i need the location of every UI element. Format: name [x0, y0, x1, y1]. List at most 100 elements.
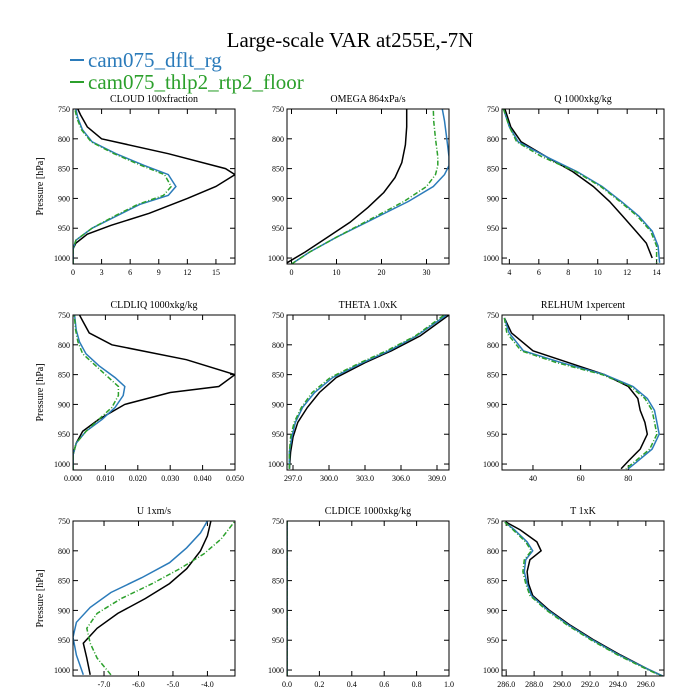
series-line-1 [73, 109, 177, 264]
y-tick-label: 950 [272, 430, 284, 439]
y-tick-label: 1000 [268, 666, 284, 675]
y-tick-label: 1000 [54, 666, 70, 675]
x-tick-label: 0.000 [64, 474, 82, 483]
y-tick-label: 1000 [483, 460, 499, 469]
series-line-1 [73, 315, 126, 470]
x-tick-label: 286.0 [497, 680, 515, 689]
x-tick-label: 12 [623, 268, 631, 277]
x-tick-label: 60 [577, 474, 585, 483]
x-tick-label: 1.0 [444, 680, 454, 689]
series-line-1 [503, 317, 660, 470]
x-tick-label: 0.4 [347, 680, 357, 689]
plot-frame [501, 108, 665, 265]
y-tick-label: 900 [487, 400, 499, 409]
x-tick-label: 297.0 [284, 474, 302, 483]
x-tick-label: 8 [566, 268, 570, 277]
series-line-0 [503, 317, 649, 470]
plot-frame [501, 314, 665, 471]
series-line-0 [73, 315, 235, 470]
x-tick-label: 30 [423, 268, 431, 277]
legend-swatch [70, 81, 84, 84]
y-tick-label: 900 [58, 194, 70, 203]
plot-frame [501, 520, 665, 677]
x-tick-label: 10 [594, 268, 602, 277]
panel-title: RELHUM 1xpercent [541, 300, 625, 311]
y-axis-label: Pressure [hPa] [35, 569, 46, 627]
y-tick-label: 750 [487, 105, 499, 114]
x-tick-label: 40 [529, 474, 537, 483]
panel-title: OMEGA 864xPa/s [330, 94, 405, 105]
y-tick-label: 800 [487, 547, 499, 556]
x-tick-label: 3 [100, 268, 104, 277]
y-tick-label: 750 [272, 105, 284, 114]
y-tick-label: 850 [58, 165, 70, 174]
x-tick-label: 303.0 [356, 474, 374, 483]
x-tick-label: 0.020 [129, 474, 147, 483]
x-tick-label: 12 [183, 268, 191, 277]
y-tick-label: 800 [272, 341, 284, 350]
x-tick-label: 15 [212, 268, 220, 277]
y-tick-label: 850 [272, 371, 284, 380]
y-tick-label: 900 [272, 194, 284, 203]
x-tick-label: 0.6 [379, 680, 389, 689]
y-tick-label: 850 [58, 371, 70, 380]
y-tick-label: 750 [487, 311, 499, 320]
y-tick-label: 950 [487, 430, 499, 439]
series-line-2 [73, 315, 120, 470]
y-tick-label: 950 [272, 224, 284, 233]
x-tick-label: 10 [333, 268, 341, 277]
chart-panel-6: U 1xm/s Pressure [hPa] 750 800 850 900 950 1000… [35, 506, 236, 689]
x-tick-label: 20 [378, 268, 386, 277]
legend-entry-floor: cam075_thlp2_rtp2_floor [70, 70, 304, 95]
series-line-2 [504, 521, 662, 676]
panel-title: T 1xK [570, 506, 596, 517]
series-line-1 [288, 315, 448, 469]
series-line-0 [82, 521, 212, 675]
legend-entry-dflt: cam075_dflt_rg [70, 48, 222, 73]
plot-frame [72, 314, 236, 471]
chart-panel-0: CLOUD 100xfraction Pressure [hPa] 750 800 85… [35, 94, 236, 277]
y-tick-label: 800 [487, 341, 499, 350]
y-tick-label: 950 [58, 224, 70, 233]
x-tick-label: 300.0 [320, 474, 338, 483]
x-tick-label: 292.0 [581, 680, 599, 689]
y-tick-label: 750 [487, 517, 499, 526]
series-line-0 [504, 109, 653, 259]
y-tick-label: 1000 [483, 666, 499, 675]
x-tick-label: 0 [290, 268, 294, 277]
plot-frame [72, 108, 236, 265]
series-line-0 [287, 109, 408, 264]
series-line-2 [502, 109, 658, 263]
y-tick-label: 850 [272, 165, 284, 174]
panel-title: CLDLIQ 1000xkg/kg [111, 300, 198, 311]
y-tick-label: 850 [487, 371, 499, 380]
chart-panel-3: CLDLIQ 1000xkg/kg Pressure [hPa] 750 800 850… [35, 300, 244, 483]
x-tick-label: 288.0 [525, 680, 543, 689]
series-line-0 [288, 315, 449, 469]
y-tick-label: 800 [272, 135, 284, 144]
panel-title: CLDICE 1000xkg/kg [325, 506, 411, 517]
y-tick-label: 750 [58, 517, 70, 526]
y-tick-label: 900 [487, 606, 499, 615]
x-tick-label: 0.010 [96, 474, 114, 483]
panel-title: U 1xm/s [137, 506, 171, 517]
panel-title: CLOUD 100xfraction [110, 94, 198, 105]
y-tick-label: 850 [272, 577, 284, 586]
y-tick-label: 750 [58, 311, 70, 320]
x-tick-label: 290.0 [553, 680, 571, 689]
series-line-1 [73, 521, 209, 676]
y-tick-label: 900 [487, 194, 499, 203]
y-tick-label: 900 [58, 606, 70, 615]
y-tick-label: 750 [58, 105, 70, 114]
plot-frame [72, 520, 236, 677]
x-tick-label: 294.0 [609, 680, 627, 689]
series-line-2 [291, 109, 439, 264]
y-tick-label: 950 [58, 636, 70, 645]
plot-frame [286, 314, 450, 471]
y-axis-label: Pressure [hPa] [35, 157, 46, 215]
y-tick-label: 900 [272, 400, 284, 409]
y-tick-label: 800 [487, 135, 499, 144]
y-tick-label: 1000 [54, 254, 70, 263]
